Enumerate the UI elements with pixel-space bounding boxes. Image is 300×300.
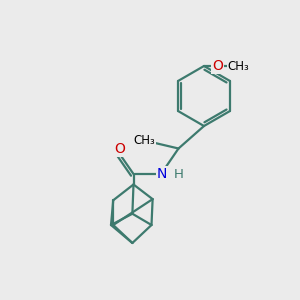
- Text: CH₃: CH₃: [133, 134, 155, 148]
- Text: O: O: [212, 59, 223, 73]
- Text: N: N: [157, 167, 167, 181]
- Text: CH₃: CH₃: [228, 59, 249, 73]
- Text: H: H: [174, 167, 183, 181]
- Text: O: O: [115, 142, 125, 156]
